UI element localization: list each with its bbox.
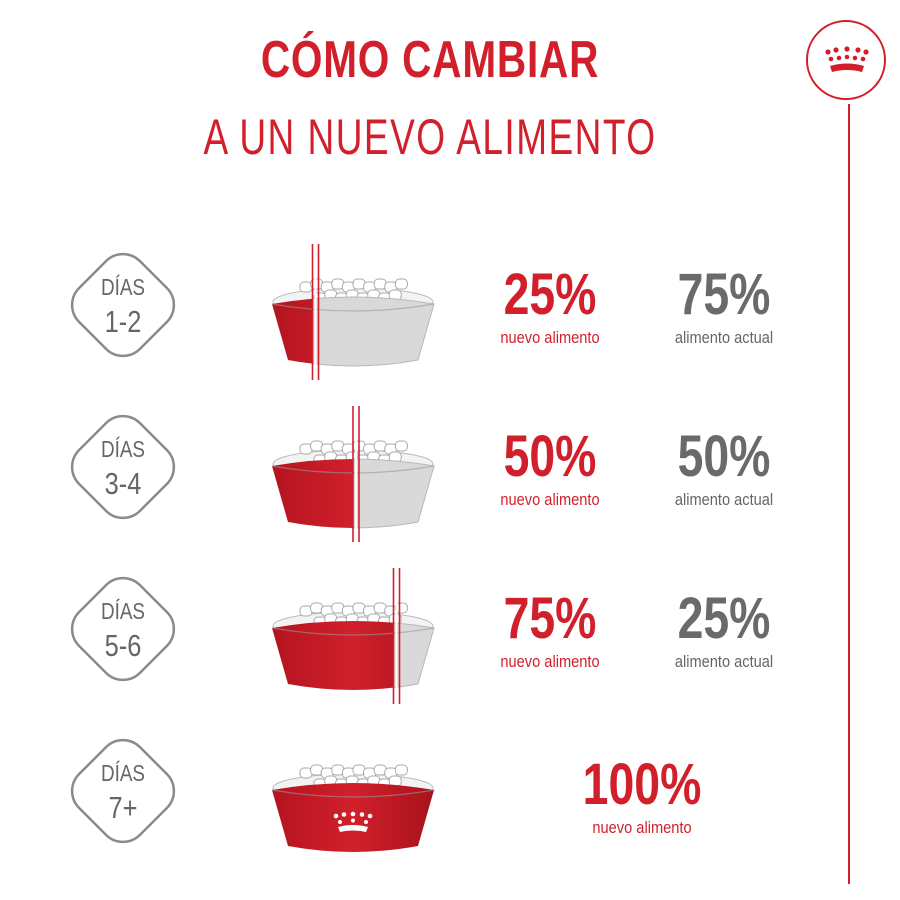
day-range: 7+: [108, 790, 138, 825]
new-food-percentage: 50% nuevo alimento: [480, 426, 620, 510]
food-bowl-icon: [268, 728, 438, 868]
day-label: DÍAS: [100, 760, 146, 786]
food-bowl-icon: [268, 242, 438, 382]
crown-icon: [825, 46, 869, 72]
new-food-percentage: 100% nuevo alimento: [562, 754, 722, 838]
day-label: DÍAS: [100, 598, 146, 624]
step-row-2: DÍAS 3-4 50% nuevo alimento 50% alimento…: [0, 404, 820, 544]
new-pct-value: 100%: [582, 752, 702, 817]
current-food-percentage: 75% alimento actual: [652, 264, 796, 348]
step-row-1: DÍAS 1-2 25% nuevo alimento 75% alimento…: [0, 242, 820, 382]
new-food-percentage: 75% nuevo alimento: [480, 588, 620, 672]
title-line-1: CÓMO CAMBIAR: [260, 31, 600, 89]
day-range: 5-6: [104, 628, 142, 663]
day-range: 3-4: [104, 466, 142, 501]
food-bowl-icon: [268, 566, 438, 706]
new-pct-value: 25%: [503, 262, 597, 327]
current-food-percentage: 50% alimento actual: [652, 426, 796, 510]
new-pct-label: nuevo alimento: [500, 328, 600, 347]
new-pct-value: 75%: [503, 586, 597, 651]
new-pct-label: nuevo alimento: [592, 818, 692, 837]
title-line-2: A UN NUEVO ALIMENTO: [203, 109, 657, 165]
day-range: 1-2: [104, 304, 142, 339]
current-pct-label: alimento actual: [674, 652, 774, 671]
day-badge: DÍAS 7+: [60, 728, 186, 854]
day-badge: DÍAS 3-4: [60, 404, 186, 530]
current-pct-label: alimento actual: [674, 490, 774, 509]
food-bowl-icon: [268, 404, 438, 544]
current-pct-label: alimento actual: [674, 328, 774, 347]
new-pct-label: nuevo alimento: [500, 652, 600, 671]
step-row-4: DÍAS 7+ 100% nuevo alimento: [0, 728, 820, 868]
current-pct-value: 25%: [677, 586, 771, 651]
timeline-rail: [848, 104, 850, 884]
day-badge: DÍAS 1-2: [60, 242, 186, 368]
current-food-percentage: 25% alimento actual: [652, 588, 796, 672]
day-label: DÍAS: [100, 436, 146, 462]
brand-logo: [806, 20, 886, 100]
new-pct-value: 50%: [503, 424, 597, 489]
new-pct-label: nuevo alimento: [500, 490, 600, 509]
day-label: DÍAS: [100, 274, 146, 300]
day-badge: DÍAS 5-6: [60, 566, 186, 692]
step-row-3: DÍAS 5-6 75% nuevo alimento 25% alimento…: [0, 566, 820, 706]
current-pct-value: 50%: [677, 424, 771, 489]
new-food-percentage: 25% nuevo alimento: [480, 264, 620, 348]
current-pct-value: 75%: [677, 262, 771, 327]
